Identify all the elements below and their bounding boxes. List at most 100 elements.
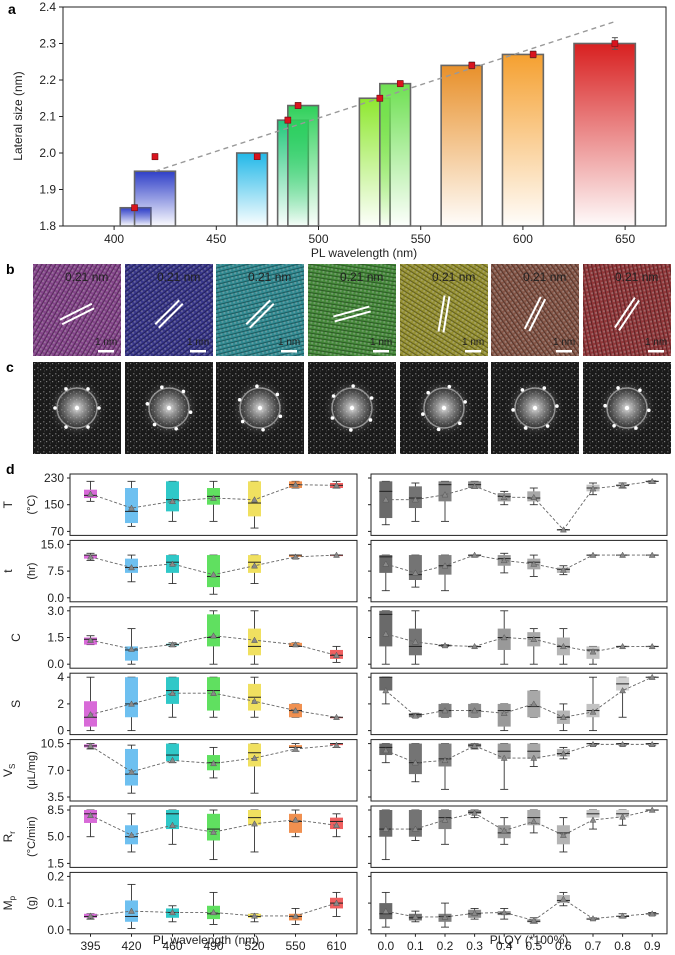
hrtem-tile-1: 0.21 nm 1 nm — [125, 264, 213, 356]
mean-marker-R-4-7 — [589, 740, 597, 748]
mean-marker-R-4-8 — [619, 740, 627, 748]
fringe-line-a-4 — [437, 295, 446, 332]
scale-label-6: 1 nm — [645, 337, 667, 348]
mean-marker-L-0-4 — [251, 496, 258, 503]
mean-marker-R-2-9 — [648, 642, 656, 650]
xtick-label-right-8: 0.8 — [614, 939, 631, 953]
mean-line-R-5 — [385, 809, 653, 836]
fft-spot-5-5 — [555, 404, 559, 408]
fringe-line-b-1 — [158, 303, 184, 329]
data-point-2 — [253, 153, 261, 160]
mean-marker-R-0-4 — [500, 493, 508, 501]
mean-marker-L-5-4 — [251, 820, 258, 827]
row-2: 3.0 1.5 0.0 C — [9, 604, 668, 671]
mean-marker-R-5-0 — [382, 825, 390, 832]
mean-marker-R-6-1 — [411, 913, 419, 920]
bar-8 — [501, 53, 545, 227]
mean-marker-L-0-6 — [333, 481, 340, 488]
ytick-label-0-2: 70 — [51, 524, 65, 538]
row-label-1: t — [1, 569, 15, 573]
box-R-1-1 — [408, 555, 422, 580]
fft-ring-0 — [56, 387, 98, 429]
scale-label-2: 1 nm — [278, 337, 300, 348]
mean-marker-L-0-2 — [169, 497, 176, 505]
fringe-line-b-4 — [442, 296, 451, 333]
mean-marker-L-3-0 — [87, 711, 94, 718]
row-5: 8.5 5.0 1.5 Rr (°C/min) — [1, 803, 668, 870]
ytick-label-6-1: 0.1 — [47, 896, 64, 910]
xtick-label-right-5: 0.5 — [525, 939, 542, 953]
fft-spot-6-3 — [616, 386, 620, 390]
panel-a-xlabel: PL wavelength (nm) — [311, 246, 417, 260]
spacing-label-3: 0.21 nm — [340, 270, 383, 284]
mean-marker-R-3-9 — [648, 673, 656, 680]
fft-spot-0-5 — [86, 387, 90, 391]
mean-marker-R-2-7 — [589, 648, 597, 655]
fft-spot-6-5 — [647, 408, 651, 413]
hrtem-shade-4 — [400, 264, 488, 356]
mean-marker-L-1-3 — [210, 571, 217, 578]
data-point-4 — [294, 102, 302, 109]
box-L-3-1 — [125, 677, 138, 718]
hrtem-tile-5: 0.21 nm 1 nm — [491, 264, 579, 356]
mean-marker-R-1-2 — [441, 562, 449, 569]
fft-ring-3 — [331, 387, 373, 429]
mean-marker-L-2-0 — [87, 636, 94, 643]
fft-spot-3-4 — [351, 384, 355, 388]
scale-bar-6 — [648, 350, 664, 353]
fringe-line-a-5 — [523, 296, 542, 330]
data-point-9 — [611, 40, 619, 47]
x-tick-label-1: 450 — [206, 232, 226, 246]
bar-6 — [379, 82, 412, 227]
fft-spot-2-1 — [261, 427, 265, 432]
row-3: 4 2 0 S — [9, 670, 668, 738]
row-unit-6: (g) — [26, 896, 38, 909]
fft-center-1 — [166, 405, 172, 411]
row-label-2: C — [9, 633, 23, 642]
row-label-0: T — [1, 500, 15, 508]
spacing-label-0: 0.21 nm — [65, 270, 108, 284]
fft-center-2 — [257, 405, 263, 411]
panel-label-a: a — [8, 1, 16, 17]
hrtem-image-4 — [400, 264, 488, 356]
hrtem-tile-6: 0.21 nm 1 nm — [583, 264, 671, 356]
fft-spot-5-4 — [542, 386, 547, 390]
ytick-label-0-0: 230 — [44, 471, 64, 485]
mean-marker-L-4-0 — [87, 742, 94, 749]
fringe-line-a-2 — [245, 299, 271, 325]
box-R-4-2 — [438, 743, 452, 767]
mean-line-R-0 — [385, 480, 653, 531]
fft-spot-6-2 — [603, 403, 607, 408]
mean-marker-R-3-4 — [500, 709, 508, 716]
scale-bar-4 — [465, 350, 481, 353]
mean-marker-R-1-8 — [619, 551, 627, 558]
hrtem-tile-4: 0.21 nm 1 nm — [400, 264, 488, 356]
mean-marker-R-5-1 — [411, 825, 419, 832]
ytick-label-3-2: 0 — [57, 724, 64, 738]
ytick-label-5-1: 5.0 — [47, 830, 64, 844]
mean-marker-R-4-6 — [559, 750, 567, 757]
mean-marker-L-0-3 — [210, 494, 217, 501]
mean-marker-L-5-1 — [128, 831, 135, 838]
mean-marker-R-3-6 — [559, 713, 567, 720]
scale-bar-1 — [190, 350, 206, 353]
mean-marker-L-2-5 — [292, 641, 299, 648]
fft-spot-3-0 — [368, 418, 373, 422]
mean-marker-R-6-2 — [441, 913, 449, 920]
fringe-line-a-3 — [333, 305, 370, 318]
data-point-7 — [468, 62, 476, 69]
row-label-5: Rr — [1, 831, 17, 843]
data-point-1 — [151, 153, 159, 160]
ytick-label-2-0: 3.0 — [47, 604, 64, 618]
mean-marker-R-3-8 — [619, 687, 627, 694]
mean-marker-R-4-5 — [530, 754, 538, 761]
xtick-label-left-1: 420 — [121, 939, 141, 953]
mean-marker-R-4-3 — [471, 742, 479, 749]
fft-spot-1-0 — [188, 410, 193, 414]
spacing-label-2: 0.21 nm — [248, 270, 291, 284]
fft-spot-2-0 — [278, 414, 283, 419]
mean-marker-R-0-5 — [530, 493, 538, 501]
mean-marker-R-3-3 — [471, 707, 479, 714]
mean-marker-R-3-2 — [441, 707, 449, 714]
ytick-label-1-2: 0.0 — [47, 591, 64, 605]
